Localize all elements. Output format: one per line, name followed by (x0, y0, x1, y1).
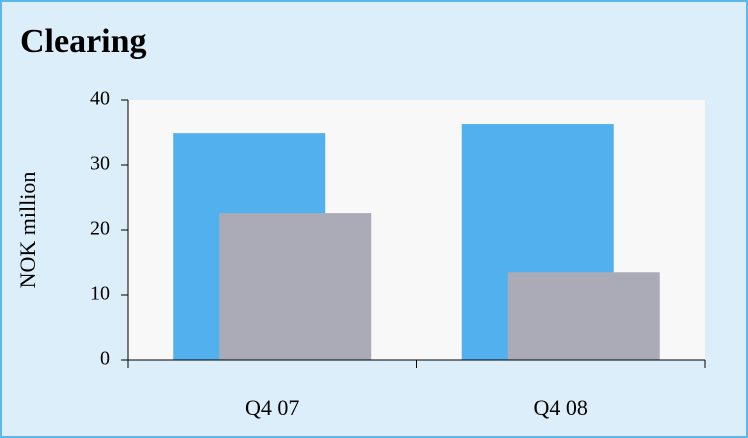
bar (219, 213, 372, 360)
y-tick-label: 20 (90, 218, 110, 240)
x-tick-label: Q4 08 (534, 395, 588, 420)
chart-title: Clearing (20, 23, 147, 60)
x-tick-label: Q4 07 (245, 395, 299, 420)
y-tick-label: 0 (100, 348, 110, 370)
y-tick-label: 30 (90, 153, 110, 175)
y-axis-label: NOK million (15, 172, 40, 289)
y-tick-label: 10 (90, 283, 110, 305)
bar (507, 272, 660, 360)
y-tick-label: 40 (90, 88, 110, 110)
